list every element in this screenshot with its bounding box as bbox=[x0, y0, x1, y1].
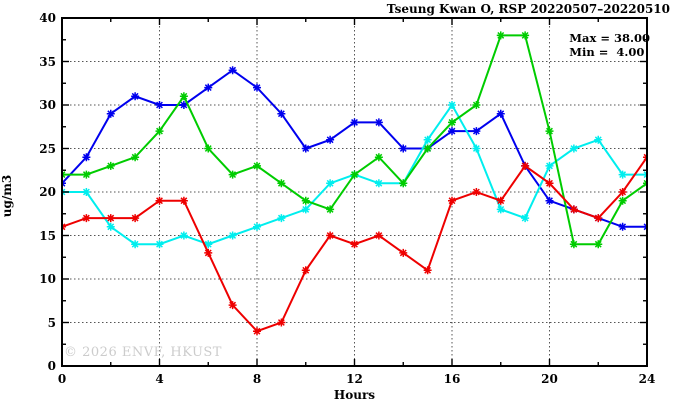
series-3-red bbox=[62, 153, 647, 336]
x-tick-label: 16 bbox=[443, 372, 461, 386]
x-tick-label: 24 bbox=[638, 372, 656, 386]
series-2-green bbox=[62, 31, 647, 249]
y-tick-label: 25 bbox=[39, 141, 56, 156]
watermark: © 2026 ENVF, HKUST bbox=[64, 345, 222, 360]
x-axis-label: Hours bbox=[333, 388, 376, 402]
series-3-red-markers bbox=[62, 153, 647, 336]
y-tick-label: 0 bbox=[47, 359, 56, 373]
x-tick-label: 0 bbox=[57, 372, 67, 386]
max-min-legend: Max = 38.00 Min = 4.00 bbox=[569, 31, 650, 59]
series-4-cyan-markers bbox=[62, 101, 647, 249]
series-2-green-markers bbox=[62, 31, 647, 249]
x-tick-label: 8 bbox=[252, 372, 262, 386]
x-tick-label: 12 bbox=[346, 372, 363, 386]
y-tick-label: 5 bbox=[47, 315, 56, 330]
x-tick-label: 20 bbox=[541, 372, 558, 386]
max-value-label: Max = 38.00 bbox=[569, 31, 650, 45]
y-tick-label: 30 bbox=[39, 98, 56, 112]
y-tick-label: 40 bbox=[39, 11, 56, 25]
x-tick-label: 4 bbox=[155, 372, 164, 386]
y-tick-label: 15 bbox=[39, 228, 56, 243]
chart-title: Tseung Kwan O, RSP 20220507–20220510 bbox=[386, 2, 670, 16]
y-tick-label: 20 bbox=[39, 185, 56, 199]
min-value-label: Min = 4.00 bbox=[569, 45, 645, 59]
y-tick-label: 35 bbox=[39, 54, 56, 69]
y-tick-label: 10 bbox=[39, 272, 56, 286]
y-axis-label: ug/m3 bbox=[0, 174, 14, 218]
